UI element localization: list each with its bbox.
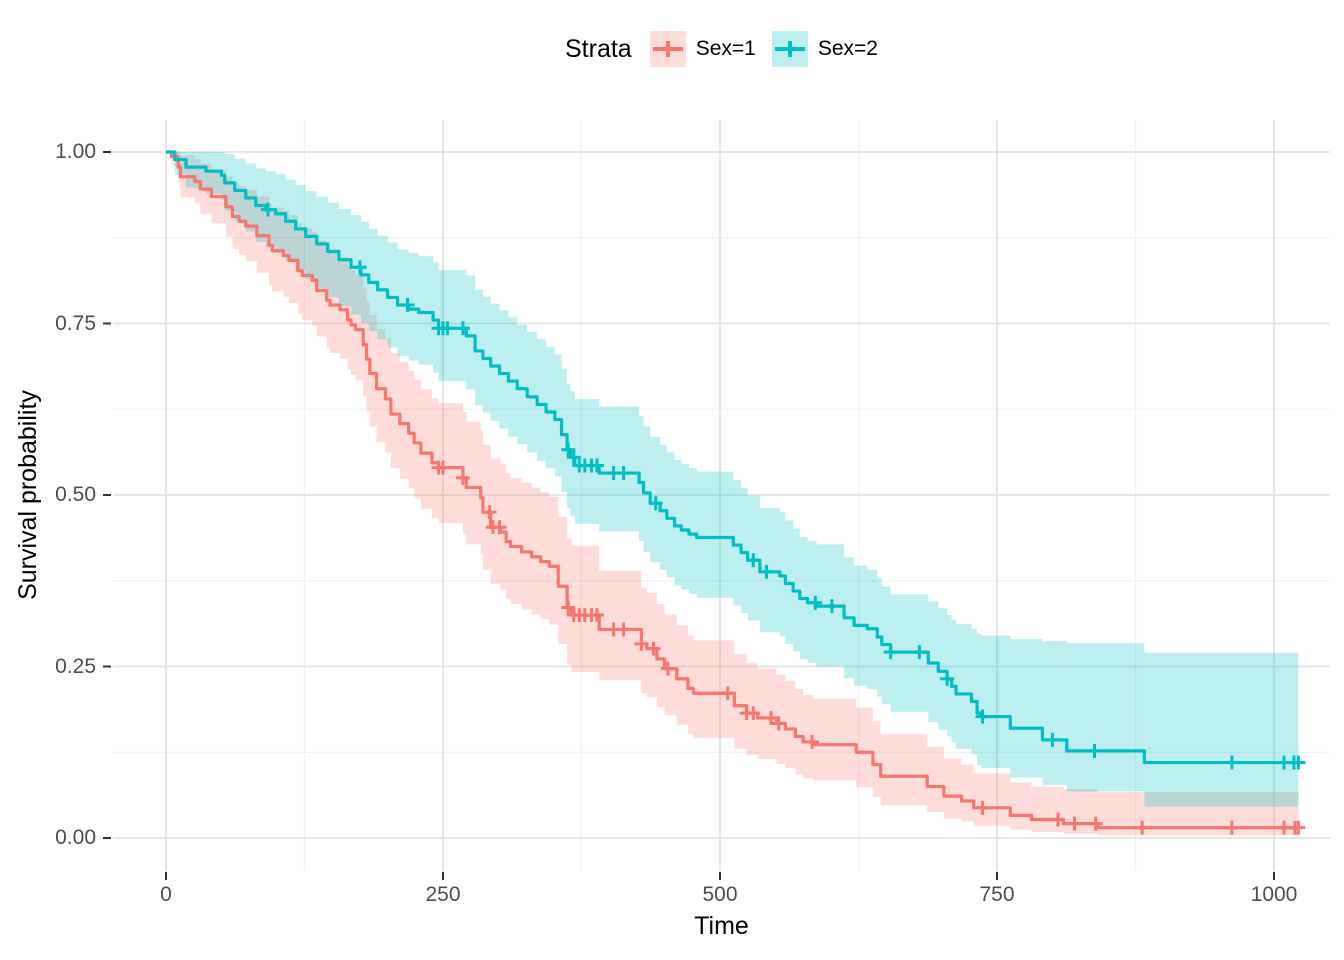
sex2-confidence-band — [166, 152, 1299, 807]
y-tick-label: 0.00 — [55, 826, 96, 849]
legend-item-sex1: Sex=1 — [649, 31, 756, 67]
x-tick-label: 1000 — [1250, 883, 1298, 906]
sex1-confidence-band — [166, 152, 1299, 836]
legend-title: Strata — [565, 34, 632, 63]
sex1-censor-marks — [431, 460, 1306, 835]
y-tick-label: 0.25 — [55, 654, 96, 678]
y-tick-label: 0.50 — [55, 483, 96, 506]
sex1-curve — [166, 150, 1299, 830]
grid-major — [113, 120, 1330, 871]
legend: Strata Sex=1 Sex=2 — [113, 26, 1330, 72]
legend-item-sex2: Sex=2 — [771, 31, 878, 67]
x-axis-title: Time — [694, 912, 749, 940]
sex2-curve — [166, 150, 1299, 765]
x-tick-label: 250 — [425, 883, 461, 906]
x-tick-label: 500 — [702, 883, 738, 906]
y-tick-label: 0.75 — [55, 311, 96, 335]
sex2-censor-marks — [260, 202, 1306, 770]
x-tick-label: 0 — [160, 883, 172, 906]
x-axis-ticks — [165, 872, 1275, 880]
legend-label-sex2: Sex=2 — [817, 37, 878, 60]
legend-label-sex1: Sex=1 — [695, 37, 756, 60]
grid-minor — [113, 120, 1330, 871]
sex1-key-icon — [649, 31, 686, 67]
y-tick-label: 1.00 — [55, 140, 96, 163]
sex2-key-icon — [771, 31, 808, 67]
y-axis-ticks — [103, 151, 111, 839]
x-tick-label: 750 — [979, 883, 1015, 906]
